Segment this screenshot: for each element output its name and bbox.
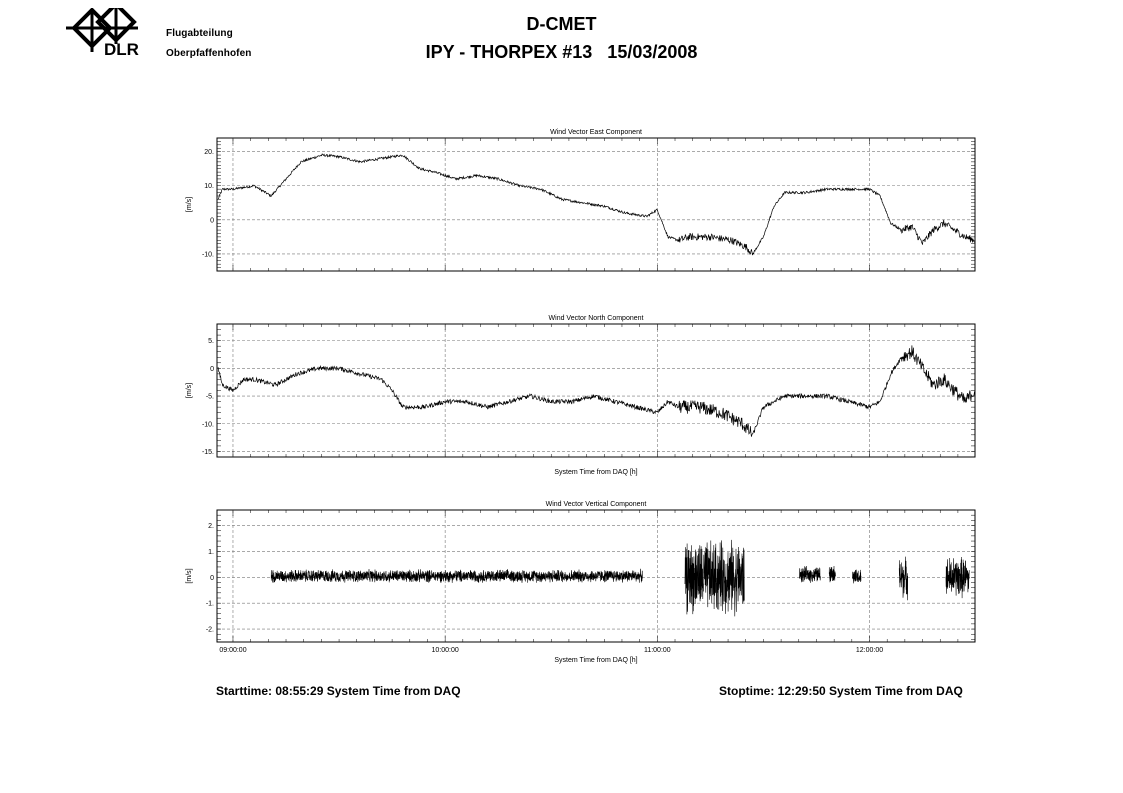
chart1-ylabel: [m/s] <box>186 197 193 212</box>
chart3-segment-3 <box>828 565 836 583</box>
chart2-frame <box>216 323 976 458</box>
dlr-logo-graphic <box>66 1 138 52</box>
chart3-segment-0 <box>270 568 643 583</box>
chart3-segment-2 <box>799 565 821 583</box>
department-line-2: Oberpfaffenhofen <box>166 48 252 59</box>
chart3-ytick-label-1: 1. <box>208 549 214 556</box>
chart3-xtick-label-1: 10:00:00 <box>432 647 459 654</box>
chart3-segment-4 <box>852 569 862 584</box>
chart3-frame <box>216 509 976 643</box>
chart2-title: Wind Vector North Component <box>549 315 644 322</box>
logo-text: DLR <box>104 40 139 59</box>
chart2-ylabel: [m/s] <box>186 383 193 398</box>
chart3-xtick-label-2: 11:00:00 <box>644 647 671 654</box>
chart1-series-line-0 <box>217 153 976 256</box>
chart3-ytick-label-2: 0 <box>210 575 214 582</box>
dlr-logo <box>62 1 152 60</box>
chart3-segment-6 <box>945 556 970 599</box>
chart1-title: Wind Vector East Component <box>550 129 642 136</box>
department-line-1: Flugabteilung <box>166 28 233 39</box>
chart3-ytick-label-3: -1. <box>206 601 214 608</box>
chart1-ytick-label-2: 0 <box>210 217 214 224</box>
chart3-xtick-label-3: 12:00:00 <box>856 647 883 654</box>
chart3-segment-1 <box>684 539 745 617</box>
chart1-ytick-label-1: 10. <box>204 183 214 190</box>
chart3-ytick-label-0: 2. <box>208 523 214 530</box>
chart3-xtick-label-0: 09:00:00 <box>219 647 246 654</box>
chart1-ytick-label-0: 20. <box>204 149 214 156</box>
chart1-ytick-label-3: -10. <box>202 251 214 258</box>
flight-title: IPY - THORPEX #13 15/03/2008 <box>425 42 698 62</box>
chart3-xlabel: System Time from DAQ [h] <box>554 657 637 664</box>
chart3-ytick-label-4: -2. <box>206 627 214 634</box>
chart2-ytick-label-0: 5. <box>208 338 214 345</box>
chart2-xlabel: System Time from DAQ [h] <box>554 469 637 476</box>
report-title: D-CMET <box>526 14 597 34</box>
chart3-ylabel: [m/s] <box>186 568 193 583</box>
chart1-minor-ticks <box>217 137 975 272</box>
stop-time: Stoptime: 12:29:50 System Time from DAQ <box>719 684 963 698</box>
start-time: Starttime: 08:55:29 System Time from DAQ <box>216 684 461 698</box>
chart2-ytick-label-4: -15. <box>202 449 214 456</box>
chart3-minor-ticks <box>217 509 975 642</box>
chart3-title: Wind Vector Vertical Component <box>546 501 647 508</box>
chart3-segment-5 <box>898 556 908 601</box>
chart2-ytick-label-1: 0 <box>210 366 214 373</box>
chart1-frame <box>216 137 976 272</box>
chart2-minor-ticks <box>217 323 975 458</box>
chart2-series-line-0 <box>217 345 976 437</box>
chart2-ytick-label-2: -5. <box>206 394 214 401</box>
chart2-ytick-label-3: -10. <box>202 421 214 428</box>
